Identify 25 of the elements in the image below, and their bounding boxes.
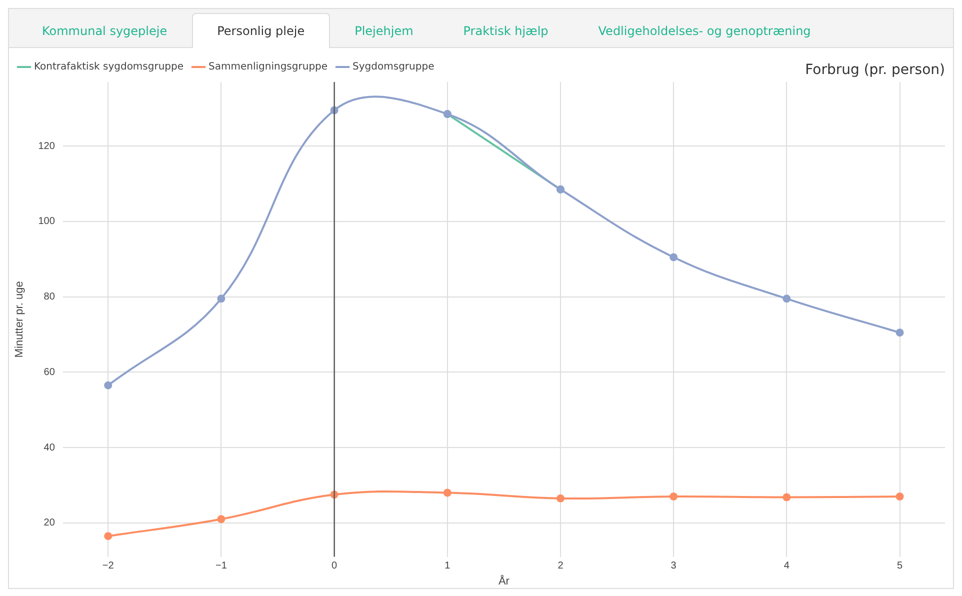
legend-label: Sammenligningsgruppe xyxy=(208,62,328,73)
x-tick-label: 2 xyxy=(558,560,564,572)
text: Kommunal sygepleje xyxy=(41,23,168,40)
y-tick-label: 120 xyxy=(38,140,56,152)
y-tick-label: 100 xyxy=(38,216,56,228)
x-tick-label: 1 xyxy=(444,560,451,572)
y-tick-label: 40 xyxy=(44,442,56,454)
x-tick-label: 0 xyxy=(332,560,338,572)
y-tick-label: 80 xyxy=(44,292,56,303)
x-axis-title: År xyxy=(498,574,510,588)
legend-label: Kontrafaktisk sygdomsgruppe xyxy=(34,62,184,73)
y-tick-label: 60 xyxy=(44,366,56,378)
y-axis-title: Minutter pr. uge xyxy=(14,281,26,358)
chart-title: Forbrug (pr. person) xyxy=(805,62,945,78)
x-tick-label: −2 xyxy=(102,560,114,572)
text: Plejehjem xyxy=(354,23,414,40)
text: Praktisk hjælp xyxy=(462,23,550,40)
legend-label: Sygdomsgruppe xyxy=(352,62,434,73)
text: Vedligeholdelses- og genoptræning xyxy=(597,23,812,40)
y-tick-label: 20 xyxy=(44,518,56,529)
x-tick-label: 4 xyxy=(784,560,790,572)
text: Personlig pleje xyxy=(192,13,330,48)
x-tick-label: −1 xyxy=(216,560,228,572)
x-tick-label: 5 xyxy=(896,560,903,572)
x-tick-label: 3 xyxy=(670,560,677,572)
